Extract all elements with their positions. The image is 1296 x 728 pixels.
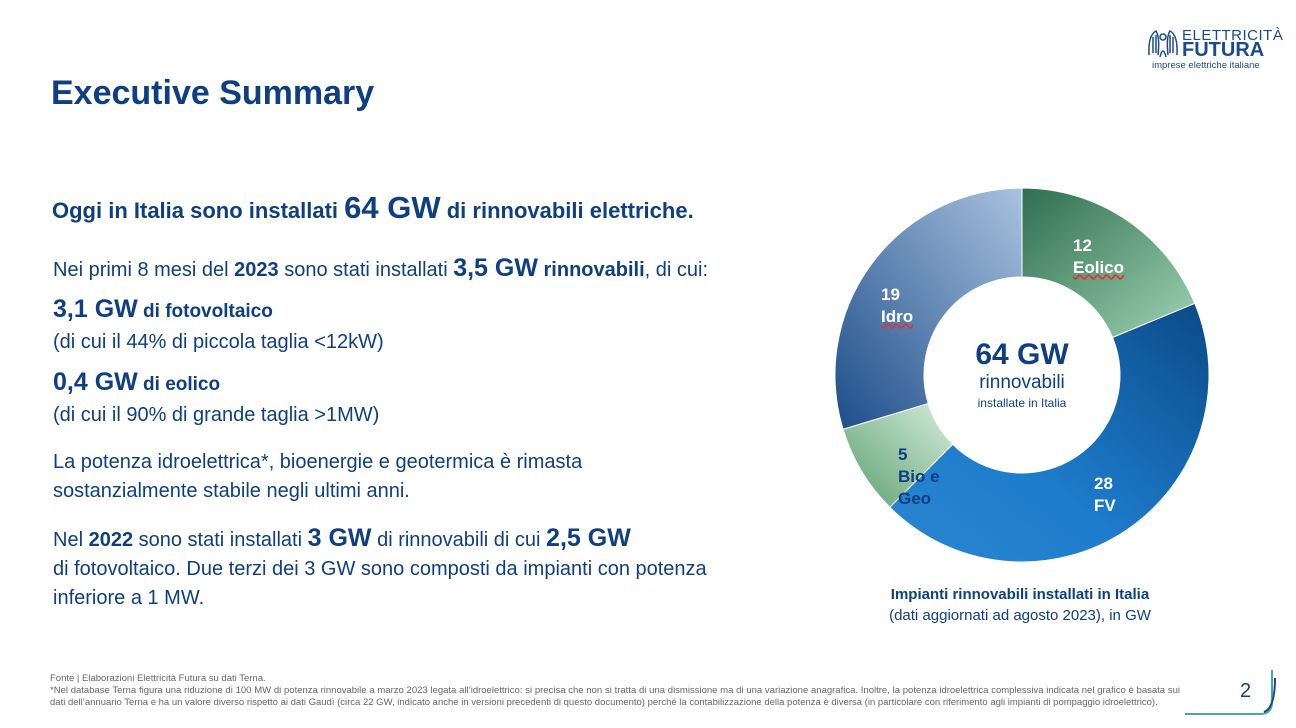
para-2022: Nel 2022 sono stati installati 3 GW di r… <box>53 524 707 609</box>
fv-note: (di cui il 44% di piccola taglia <12kW) <box>53 331 384 353</box>
logo-line1: ELETTRICITÀ <box>1182 27 1284 44</box>
source-note: Fonte | Elaborazioni Elettricità Futura … <box>50 673 266 684</box>
page-number: 2 <box>1240 680 1252 702</box>
para-hydro: La potenza idroelettrica*, bioenergie e … <box>53 451 583 502</box>
donut-chart <box>834 187 1210 563</box>
eolico-stat: 0,4 GW di eolico <box>53 368 221 396</box>
elettricita-futura-logo: ELETTRICITÀ FUTURA imprese elettriche it… <box>1146 27 1283 72</box>
eagle-emblem-icon <box>1148 30 1178 58</box>
footnotes: Fonte | Elaborazioni Elettricità Futura … <box>50 673 1180 709</box>
label-bio-geo: 5 Bio e Geo <box>898 445 940 508</box>
eolico-note: (di cui il 90% di grande taglia >1MW) <box>53 404 380 426</box>
slice-fv <box>889 302 1210 563</box>
logo-line2: FUTURA <box>1182 39 1265 61</box>
slice-eolico <box>1021 187 1196 339</box>
headline-value: 64 GW <box>344 190 441 225</box>
label-idro: 19 Idro <box>881 285 914 326</box>
fv-stat: 3,1 GW di fotovoltaico <box>53 295 273 323</box>
footnote: *Nel database Terna figura una riduzione… <box>50 685 1180 708</box>
label-eolico: 12 Eolico <box>1073 236 1125 277</box>
chart-caption: Impianti rinnovabili installati in Itali… <box>889 586 1151 624</box>
donut-center: 64 GW rinnovabili installate in Italia <box>975 338 1069 410</box>
headline-pre: Oggi in Italia sono installati <box>52 198 345 223</box>
corner-swoosh-icon <box>1185 670 1276 715</box>
headline: Oggi in Italia sono installati 64 GW di … <box>52 190 694 226</box>
slice-idro <box>834 187 1023 430</box>
page-title: Executive Summary <box>51 74 375 112</box>
logo-tagline: imprese elettriche italiane <box>1152 60 1260 71</box>
headline-post: di rinnovabili elettriche. <box>440 198 694 223</box>
para-2023: Nei primi 8 mesi del 2023 sono stati ins… <box>53 254 708 282</box>
label-fv: 28 FV <box>1094 474 1116 515</box>
